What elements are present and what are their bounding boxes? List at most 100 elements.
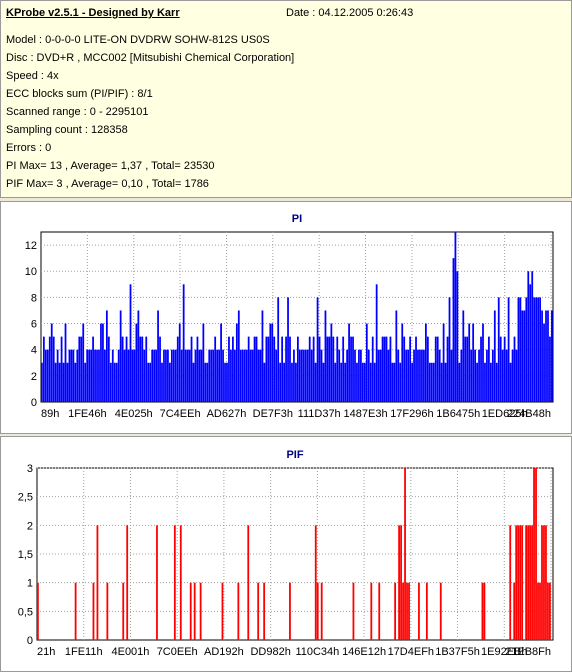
pi-bar [123, 349, 126, 402]
pi-bar [149, 362, 152, 402]
pif-x-tick-label: 110C34h [295, 646, 339, 658]
pi-bar [255, 336, 258, 402]
pi-x-tick-label: 1B6475h [436, 408, 480, 420]
pi-bar [241, 349, 244, 402]
pi-bar [489, 362, 492, 402]
pi-y-tick-label: 8 [31, 292, 37, 304]
pi-bar [360, 349, 362, 402]
pi-bar [316, 297, 319, 402]
pif-bar [289, 582, 291, 640]
pi-bar [202, 323, 205, 402]
pi-bar [218, 349, 220, 402]
pif-bar [425, 582, 428, 640]
pi-bar [328, 336, 331, 402]
model-line: Model : 0-0-0-0 LITE-ON DVDRW SOHW-812S … [6, 34, 270, 46]
pi-bar [230, 349, 232, 402]
pi-bar [513, 336, 516, 402]
pi-bar [450, 349, 453, 402]
pi-bar [515, 349, 518, 402]
pi-bar [88, 349, 91, 402]
pif-bar [199, 582, 202, 640]
pi-bar [373, 362, 376, 402]
pif-bar [378, 582, 381, 640]
pi-y-tick-label: 6 [31, 319, 37, 331]
pi-bar [135, 323, 138, 402]
pi-bar [535, 297, 538, 402]
pi-bar [452, 258, 455, 402]
pi-bar [233, 349, 236, 402]
pi-bar [397, 349, 400, 402]
pi-bar [190, 336, 193, 402]
pi-bar [226, 362, 228, 402]
pi-bar [432, 362, 435, 402]
pi-bar [474, 349, 476, 402]
pi-bar [493, 310, 496, 402]
pi-bar [111, 349, 114, 402]
pi-bar [281, 336, 284, 402]
pi-bar [214, 336, 217, 402]
pif-x-tick-label: 1E92EBh [481, 646, 527, 658]
pi-x-tick-label: 89h [41, 408, 59, 420]
pi-bar [42, 336, 45, 402]
pi-bar [509, 362, 512, 402]
pi-bar [405, 349, 408, 402]
pi-bar [529, 284, 532, 402]
pi-bar [216, 349, 219, 402]
pi-bar [50, 323, 53, 402]
pi-bar [407, 349, 410, 402]
pi-bar [411, 362, 413, 402]
pi-bar [517, 297, 520, 402]
pi-bar [275, 349, 278, 402]
pi-bar [66, 362, 69, 402]
pif-bar [193, 582, 196, 640]
pi-bar [533, 297, 536, 402]
pi-bar [147, 362, 150, 402]
pi-bar [551, 310, 553, 402]
pi-bar [334, 362, 337, 402]
pi-bar [434, 336, 437, 402]
pi-bar [174, 349, 177, 402]
pi-bar [476, 362, 478, 402]
pif-bar [394, 582, 397, 640]
pi-x-tick-label: 17F296h [390, 408, 433, 420]
pi-bar [444, 362, 447, 402]
pi-y-tick-label: 12 [25, 240, 37, 252]
pi-bar [549, 336, 551, 402]
pi-bar [194, 349, 197, 402]
pi-bar [165, 349, 167, 402]
pi-bar [100, 323, 102, 402]
pi-bar [263, 362, 266, 402]
pi-bar [426, 336, 429, 402]
pi-bar [300, 349, 303, 402]
pi-bar [196, 336, 199, 402]
pi-bar [486, 349, 488, 402]
pif-bar [37, 582, 39, 640]
pif-bar [527, 525, 529, 640]
pi-bar [472, 323, 475, 402]
pi-y-tick-label: 4 [31, 345, 37, 357]
pi-summary-line: PI Max= 13 , Average= 1,37 , Total= 2353… [6, 160, 215, 172]
pi-bar [497, 297, 500, 402]
pi-chart-panel: PI 0 2 4 6 8 10 12 89h 1FE46h 4E025h 7C4EEh AD627h DE… [0, 201, 572, 434]
pi-bar [440, 362, 443, 402]
pi-bar [287, 297, 289, 402]
pi-bar [547, 310, 549, 402]
pi-bar [501, 349, 504, 402]
pi-bar [105, 310, 108, 402]
pi-bar [220, 323, 222, 402]
pi-chart: PI 0 2 4 6 8 10 12 89h 1FE46h 4E025h 7C4EEh AD627h DE… [25, 213, 554, 420]
pi-bar [80, 336, 83, 402]
pi-bar [210, 349, 213, 402]
pi-bar [133, 349, 136, 402]
pi-bar [163, 349, 165, 402]
pi-bar [348, 323, 350, 402]
pi-bar [336, 336, 339, 402]
pi-bar [52, 336, 55, 402]
pi-bar [60, 336, 63, 402]
pi-bar [285, 336, 287, 402]
pif-bar [515, 525, 518, 640]
pi-bar [186, 349, 189, 402]
pi-bar [383, 336, 386, 402]
pi-bar [277, 297, 280, 402]
app-title: KProbe v2.5.1 - Designed by Karr [6, 7, 180, 19]
